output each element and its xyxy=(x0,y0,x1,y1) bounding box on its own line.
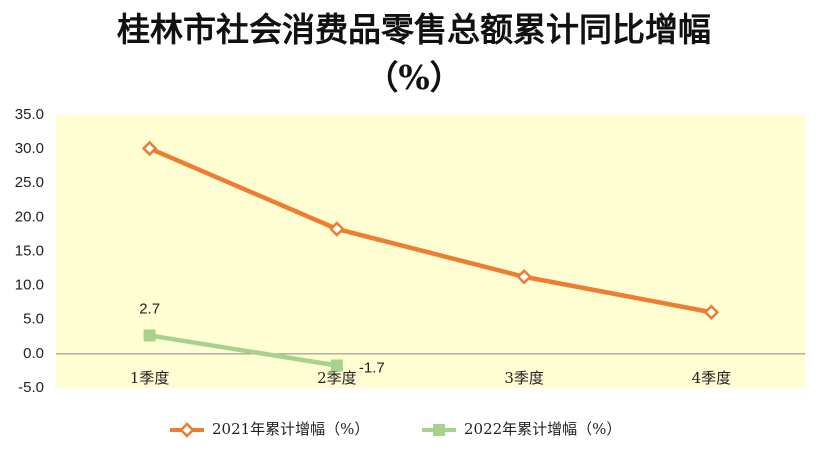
y-tick-label: 15.0 xyxy=(15,242,44,259)
y-tick-label: 5.0 xyxy=(23,311,44,328)
point xyxy=(179,422,195,438)
data-label: 2.7 xyxy=(139,300,160,317)
data-label: -1.7 xyxy=(359,359,385,376)
point xyxy=(516,268,532,285)
series-line xyxy=(148,146,712,315)
y-tick-label: 20.0 xyxy=(15,208,44,225)
point xyxy=(143,329,156,342)
x-tick-label: 3季度 xyxy=(504,369,544,387)
series-line xyxy=(149,333,338,368)
y-tick-label: 25.0 xyxy=(15,174,44,191)
y-tick-label: -5.0 xyxy=(18,379,44,396)
y-tick-label: 0.0 xyxy=(23,345,44,362)
point xyxy=(329,221,345,237)
point xyxy=(141,140,158,157)
x-tick-label: 4季度 xyxy=(692,369,732,387)
y-tick-label: 35.0 xyxy=(15,106,44,123)
y-tick-label: 30.0 xyxy=(15,140,44,157)
legend-label: 2021年累计增幅（%） xyxy=(212,420,369,438)
chart-title: 桂林市社会消费品零售总额累计同比增幅（%） xyxy=(117,10,711,97)
point xyxy=(703,304,720,321)
x-tick-label: 2季度 xyxy=(317,369,357,387)
point xyxy=(433,424,445,436)
x-tick-label: 1季度 xyxy=(130,369,170,387)
point xyxy=(330,359,343,372)
y-tick-label: 10.0 xyxy=(15,277,44,294)
legend-label: 2022年累计增幅（%） xyxy=(464,420,621,438)
